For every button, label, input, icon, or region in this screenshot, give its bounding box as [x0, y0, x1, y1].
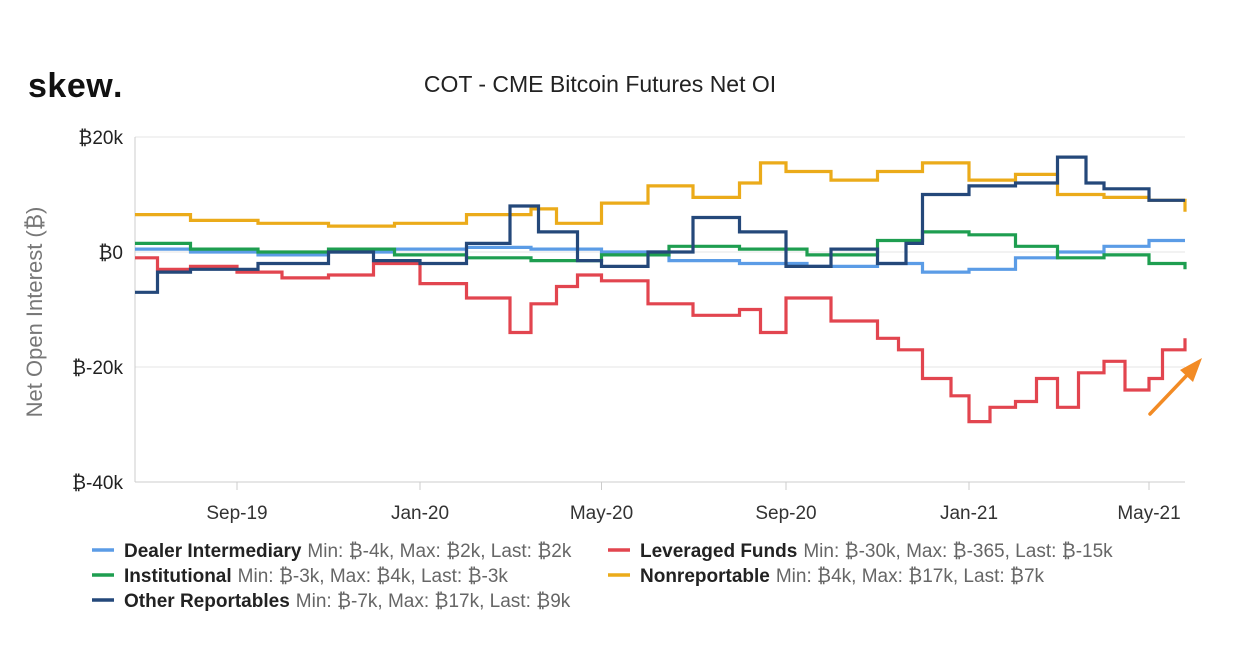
chart-title: COT - CME Bitcoin Futures Net OI	[424, 71, 776, 97]
legend-series-name: Other Reportables	[124, 591, 290, 612]
y-tick-label: ₿20k	[78, 128, 123, 149]
x-tick-label: May-20	[570, 503, 633, 524]
legend-series-name: Nonreportable	[640, 566, 770, 587]
trend-arrow-annotation	[1148, 358, 1202, 416]
series-line-other-reportables	[135, 155, 1185, 294]
x-tick-label: Sep-19	[206, 503, 267, 524]
skew-logo: skew .	[28, 67, 123, 105]
legend-series-stats: Min: ₿-4k, Max: ₿2k, Last: ₿2k	[307, 541, 571, 562]
x-tick-label: May-21	[1117, 503, 1180, 524]
legend-series-name: Leveraged Funds	[640, 541, 797, 562]
legend: Dealer Intermediary Min: ₿-4k, Max: ₿2k, …	[92, 541, 1113, 612]
legend-series-name: Dealer Intermediary	[124, 541, 302, 562]
series-line-nonreportable	[135, 161, 1187, 228]
legend-item[interactable]: Other Reportables Min: ₿-7k, Max: ₿17k, L…	[92, 591, 571, 612]
y-tick-label: ₿0	[98, 243, 123, 264]
x-tick-label: Jan-20	[391, 503, 449, 524]
x-tick-label: Jan-21	[940, 503, 998, 524]
logo-dot: .	[113, 67, 123, 105]
legend-item[interactable]: Institutional Min: ₿-3k, Max: ₿4k, Last: …	[92, 566, 508, 587]
legend-item[interactable]: Leveraged Funds Min: ₿-30k, Max: ₿-365, L…	[608, 541, 1113, 562]
series-lines	[135, 155, 1187, 424]
legend-series-stats: Min: ₿-3k, Max: ₿4k, Last: ₿-3k	[238, 566, 509, 587]
y-axis-ticks: ₿20k ₿0 ₿-20k ₿-40k	[72, 128, 124, 494]
logo-text: skew	[28, 67, 113, 105]
legend-label: Institutional Min: ₿-3k, Max: ₿4k, Last: …	[124, 566, 508, 587]
legend-label: Other Reportables Min: ₿-7k, Max: ₿17k, L…	[124, 591, 571, 612]
series-line-institutional	[135, 230, 1187, 270]
y-tick-label: ₿-40k	[72, 473, 124, 494]
legend-series-stats: Min: ₿4k, Max: ₿17k, Last: ₿7k	[776, 566, 1045, 587]
legend-label: Nonreportable Min: ₿4k, Max: ₿17k, Last: …	[640, 566, 1045, 587]
legend-series-name: Institutional	[124, 566, 232, 587]
legend-item[interactable]: Nonreportable Min: ₿4k, Max: ₿17k, Last: …	[608, 566, 1045, 587]
y-axis-label: Net Open Interest (₿)	[22, 207, 47, 418]
grid	[134, 136, 1185, 483]
legend-series-stats: Min: ₿-7k, Max: ₿17k, Last: ₿9k	[296, 591, 571, 612]
x-tick-label: Sep-20	[755, 503, 816, 524]
legend-series-stats: Min: ₿-30k, Max: ₿-365, Last: ₿-15k	[803, 541, 1113, 562]
series-line-leveraged-funds	[135, 256, 1187, 424]
legend-item[interactable]: Dealer Intermediary Min: ₿-4k, Max: ₿2k, …	[92, 541, 572, 562]
legend-label: Dealer Intermediary Min: ₿-4k, Max: ₿2k, …	[124, 541, 572, 562]
y-tick-label: ₿-20k	[72, 358, 124, 379]
legend-label: Leveraged Funds Min: ₿-30k, Max: ₿-365, L…	[640, 541, 1113, 562]
x-axis-ticks: Sep-19 Jan-20 May-20 Sep-20 Jan-21 May-21	[206, 482, 1181, 524]
